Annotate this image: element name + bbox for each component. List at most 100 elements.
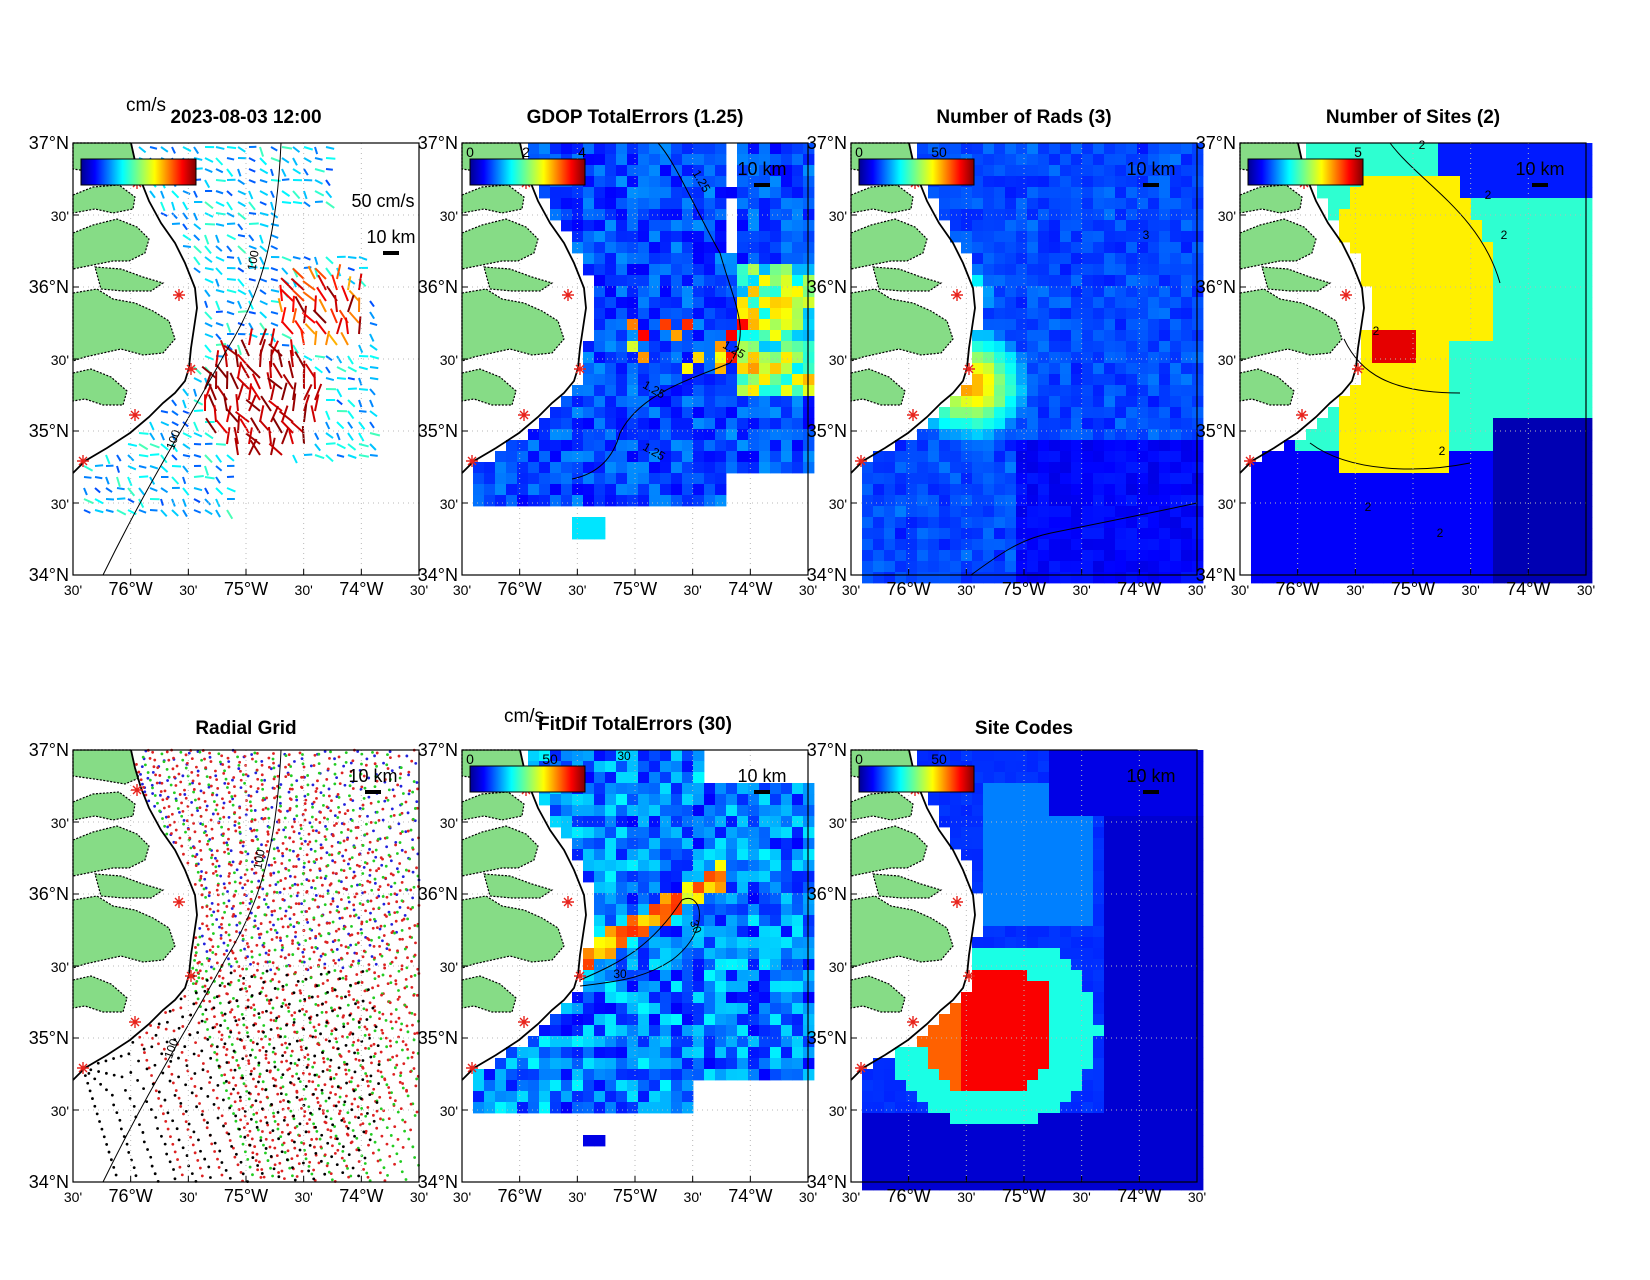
data-cell bbox=[792, 264, 803, 275]
current-vector bbox=[205, 356, 214, 360]
data-cell bbox=[803, 308, 814, 319]
current-vector bbox=[194, 476, 204, 477]
data-cell bbox=[1049, 495, 1060, 506]
data-cell bbox=[1559, 308, 1570, 319]
data-cell bbox=[1181, 143, 1192, 154]
radial-grid-point bbox=[266, 931, 269, 934]
data-cell bbox=[671, 495, 682, 506]
data-cell bbox=[605, 473, 616, 484]
data-cell bbox=[1493, 407, 1504, 418]
radial-grid-point bbox=[256, 969, 259, 972]
data-cell bbox=[1515, 253, 1526, 264]
data-cell bbox=[1192, 176, 1203, 187]
radial-grid-point bbox=[246, 1122, 249, 1125]
current-vector bbox=[260, 169, 268, 173]
data-cell bbox=[770, 385, 781, 396]
current-vector bbox=[315, 169, 325, 172]
data-cell bbox=[693, 462, 704, 473]
data-cell bbox=[1082, 330, 1093, 341]
data-cell bbox=[994, 363, 1005, 374]
data-cell bbox=[1383, 407, 1394, 418]
data-cell bbox=[1328, 528, 1339, 539]
radial-grid-point bbox=[370, 939, 373, 942]
radial-grid-point bbox=[217, 909, 220, 912]
data-cell bbox=[803, 451, 814, 462]
data-cell bbox=[1093, 176, 1104, 187]
radial-grid-point bbox=[278, 1162, 281, 1165]
radial-grid-point bbox=[233, 1016, 236, 1019]
data-cell bbox=[1438, 418, 1449, 429]
radial-grid-point bbox=[389, 975, 392, 978]
data-cell bbox=[693, 385, 704, 396]
data-cell bbox=[1416, 319, 1427, 330]
data-cell bbox=[1148, 220, 1159, 231]
radial-grid-point bbox=[274, 973, 277, 976]
radial-grid-point bbox=[352, 960, 355, 963]
data-cell bbox=[1548, 418, 1559, 429]
data-cell bbox=[616, 341, 627, 352]
radial-grid-point bbox=[279, 879, 282, 882]
data-cell bbox=[649, 198, 660, 209]
data-cell bbox=[1570, 220, 1581, 231]
data-cell bbox=[972, 264, 983, 275]
data-cell bbox=[1372, 308, 1383, 319]
data-cell bbox=[972, 385, 983, 396]
data-cell bbox=[1049, 539, 1060, 550]
data-cell bbox=[1262, 473, 1273, 484]
data-cell bbox=[1460, 242, 1471, 253]
data-cell bbox=[1049, 407, 1060, 418]
radial-grid-point bbox=[346, 952, 349, 955]
current-vector bbox=[282, 179, 289, 180]
radial-grid-point bbox=[310, 764, 313, 767]
data-cell bbox=[972, 242, 983, 253]
data-cell bbox=[1416, 550, 1427, 561]
radial-grid-point bbox=[337, 793, 340, 796]
data-cell bbox=[1093, 242, 1104, 253]
radial-grid-point bbox=[283, 1177, 286, 1180]
radial-grid-point bbox=[242, 982, 245, 985]
current-vector bbox=[249, 290, 253, 298]
data-cell bbox=[649, 484, 660, 495]
radial-grid-point bbox=[384, 877, 387, 880]
radial-grid-point bbox=[299, 847, 302, 850]
radial-grid-point bbox=[334, 962, 337, 965]
radial-grid-point bbox=[291, 939, 294, 942]
data-cell bbox=[616, 264, 627, 275]
data-cell bbox=[1548, 308, 1559, 319]
radial-grid-point bbox=[163, 825, 166, 828]
data-cell bbox=[1060, 506, 1071, 517]
data-cell bbox=[1038, 484, 1049, 495]
current-vector bbox=[282, 334, 291, 339]
radial-grid-point bbox=[283, 998, 286, 1001]
data-cell bbox=[594, 154, 605, 165]
radial-grid-point bbox=[411, 897, 414, 900]
data-cell bbox=[671, 297, 682, 308]
data-cell bbox=[792, 198, 803, 209]
data-cell bbox=[1181, 187, 1192, 198]
data-cell bbox=[1548, 330, 1559, 341]
data-cell bbox=[594, 143, 605, 154]
data-cell bbox=[671, 418, 682, 429]
current-vector bbox=[183, 433, 191, 437]
data-cell bbox=[638, 286, 649, 297]
data-cell bbox=[994, 242, 1005, 253]
data-cell bbox=[671, 484, 682, 495]
current-vector bbox=[370, 389, 375, 395]
data-cell bbox=[693, 319, 704, 330]
data-cell bbox=[1148, 385, 1159, 396]
radial-grid-point bbox=[341, 772, 344, 775]
current-vector bbox=[117, 510, 126, 515]
current-vector bbox=[370, 455, 378, 456]
data-cell bbox=[1027, 484, 1038, 495]
data-cell bbox=[715, 484, 726, 495]
data-cell bbox=[770, 209, 781, 220]
data-cell bbox=[1262, 572, 1273, 583]
data-cell bbox=[715, 176, 726, 187]
radial-grid-point bbox=[196, 809, 199, 812]
data-cell bbox=[994, 297, 1005, 308]
data-cell bbox=[1504, 198, 1515, 209]
data-cell bbox=[1093, 220, 1104, 231]
radial-grid-point bbox=[300, 902, 303, 905]
data-cell bbox=[1082, 143, 1093, 154]
radial-grid-point bbox=[250, 950, 253, 953]
